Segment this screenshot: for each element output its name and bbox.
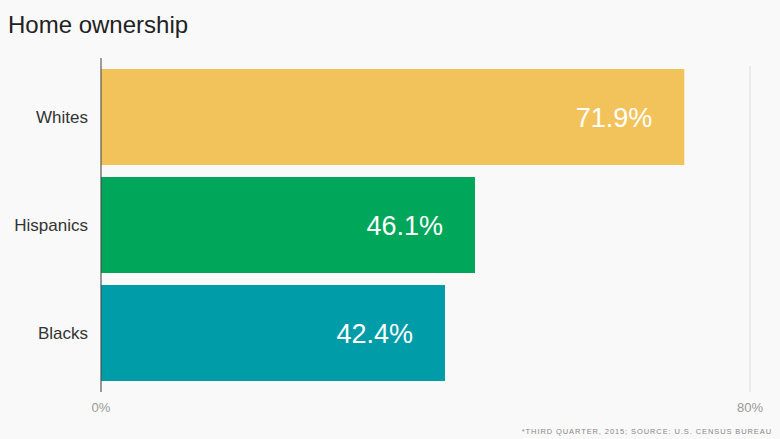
bars bbox=[101, 69, 684, 381]
category-label: Hispanics bbox=[14, 216, 88, 235]
grid-line bbox=[750, 66, 751, 392]
data-label: 71.9% bbox=[576, 103, 653, 133]
category-label: Whites bbox=[36, 108, 88, 127]
axis-line bbox=[101, 58, 102, 392]
bar bbox=[101, 69, 684, 165]
background bbox=[0, 0, 780, 439]
data-label: 46.1% bbox=[366, 211, 443, 241]
tick-label: 0% bbox=[92, 400, 111, 415]
bar bbox=[101, 177, 475, 273]
title: Home ownership bbox=[8, 11, 188, 38]
category-label: Blacks bbox=[38, 324, 88, 343]
bar bbox=[101, 285, 445, 381]
chart: Home ownership 0% 80% Whites 71.9% Hispanics 4… bbox=[0, 0, 780, 439]
data-label: 42.4% bbox=[336, 319, 413, 349]
footnote: *THIRD QUARTER, 2015; SOURCE: U.S. CENSU… bbox=[522, 427, 772, 436]
tick-label: 80% bbox=[737, 400, 763, 415]
